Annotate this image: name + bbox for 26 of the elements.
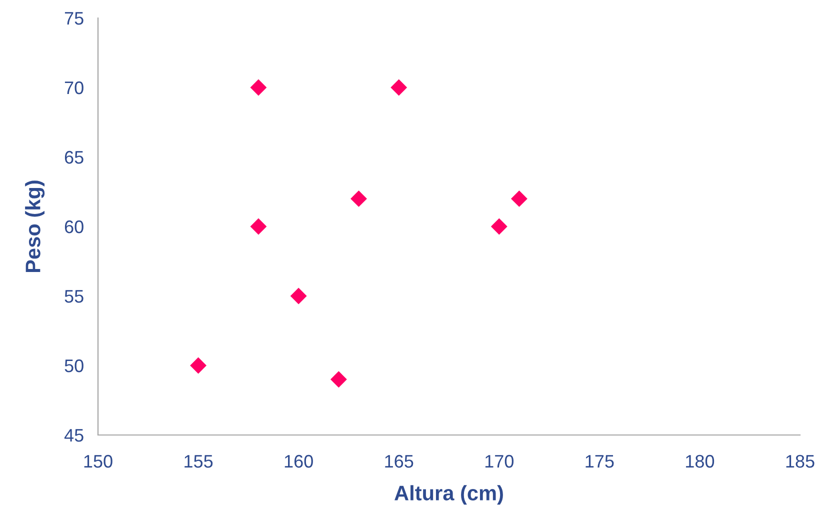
point — [290, 288, 307, 304]
x-tick-label: 175 — [586, 455, 614, 468]
x-tick-label: 185 — [786, 454, 814, 468]
point — [350, 190, 367, 207]
y-tick-label: 75 — [64, 12, 84, 25]
point — [490, 218, 508, 235]
point — [390, 79, 408, 96]
y-tick-label: 55 — [64, 290, 84, 303]
y-tick-label: 65 — [64, 150, 84, 164]
x-tick-label: 150 — [84, 454, 112, 468]
point — [190, 357, 207, 374]
x-tick-label: 180 — [686, 454, 714, 468]
x-tick-label: 170 — [485, 454, 514, 468]
x-axis-title: Altura (cm) — [394, 485, 503, 505]
x-tick-label: 165 — [385, 454, 414, 468]
x-tick-label: 155 — [184, 455, 213, 468]
y-axis-title: Peso (kg) — [25, 180, 45, 272]
x-tick-label: 160 — [284, 454, 313, 468]
y-tick-label: 60 — [64, 220, 84, 234]
point — [250, 218, 267, 235]
point — [510, 190, 528, 207]
y-tick-label: 45 — [64, 429, 84, 442]
y-tick-label: 70 — [64, 81, 84, 94]
point — [330, 371, 347, 388]
point — [250, 79, 267, 96]
y-tick-label: 50 — [64, 359, 84, 372]
